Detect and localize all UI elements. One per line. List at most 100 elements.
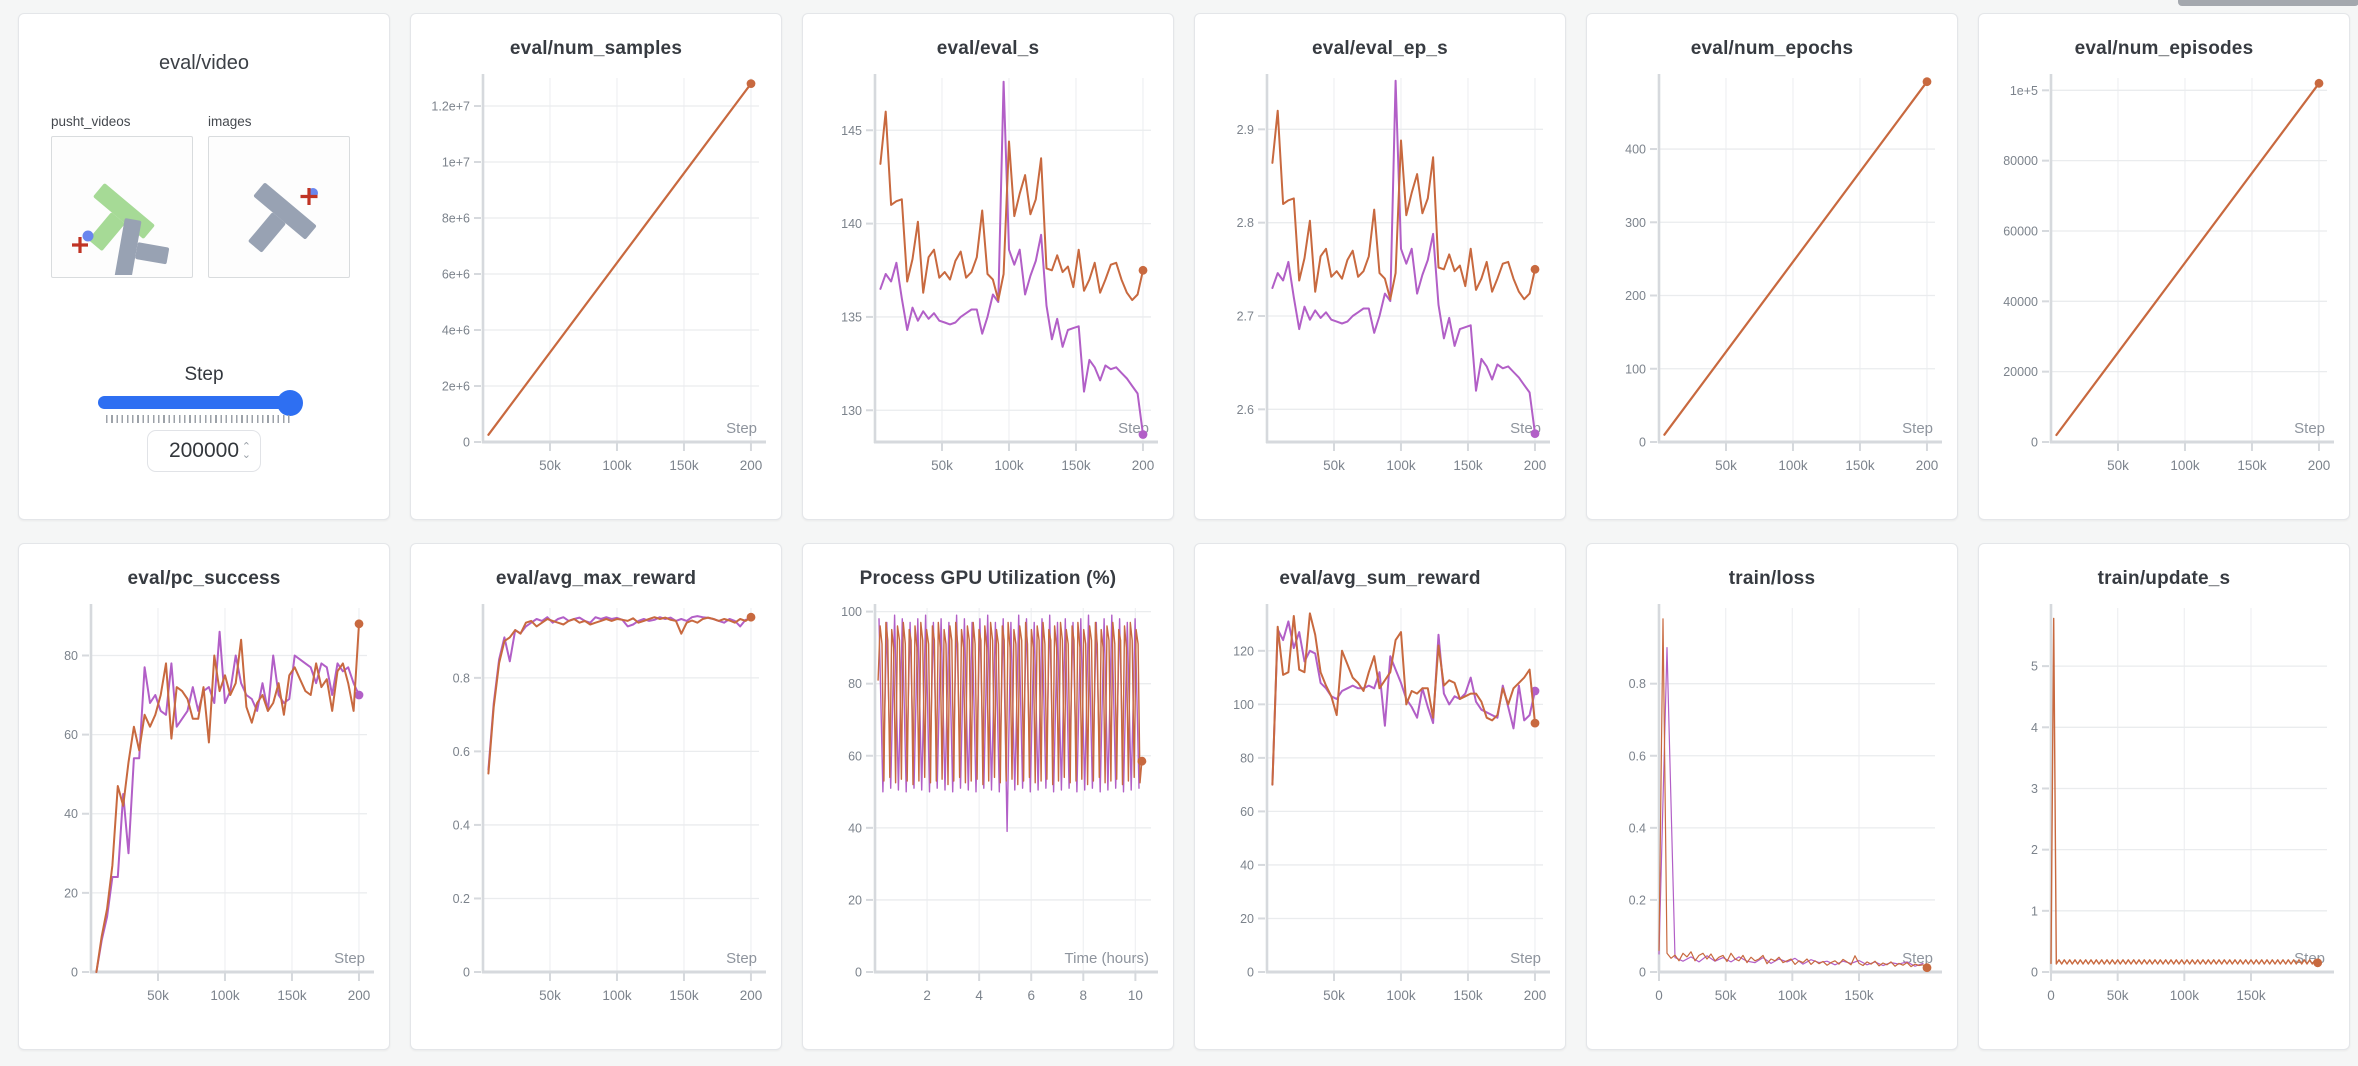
svg-text:Step: Step xyxy=(2294,420,2325,437)
gridlines xyxy=(1659,608,1935,972)
svg-text:4e+6: 4e+6 xyxy=(442,324,470,338)
end-point-dot xyxy=(1530,264,1540,274)
gridlines xyxy=(1659,78,1935,442)
svg-text:140: 140 xyxy=(841,217,862,231)
panel-eval-eval-s: eval/eval_s 50k 100k 150k 200 130 135 140 145 St… xyxy=(802,13,1174,520)
svg-text:150k: 150k xyxy=(1453,458,1483,473)
svg-text:0: 0 xyxy=(1639,966,1646,980)
panel-title: eval/eval_s xyxy=(936,38,1040,59)
svg-text:60: 60 xyxy=(1240,805,1254,819)
svg-text:0.2: 0.2 xyxy=(1629,893,1646,907)
gridlines xyxy=(483,608,759,972)
step-up-icon: ⌃ xyxy=(241,441,251,453)
pusht-video-thumbnail[interactable] xyxy=(51,136,193,280)
svg-text:50k: 50k xyxy=(2107,988,2129,1003)
stepper-arrows[interactable]: ⌃ ⌄ xyxy=(241,441,251,461)
step-slider-track[interactable] xyxy=(98,396,301,409)
svg-text:0: 0 xyxy=(463,966,470,980)
svg-text:150k: 150k xyxy=(1844,988,1874,1003)
chart-canvas[interactable]: 50k 100k 150k 200 0 0.2 0.4 0.6 0.8 Step xyxy=(423,598,769,1018)
svg-text:200: 200 xyxy=(1524,458,1547,473)
gridlines xyxy=(483,78,759,442)
line-chart[interactable]: 50k 100k 150k 200 0 0.2 0.4 0.6 0.8 Step xyxy=(423,598,769,1018)
end-point-dot xyxy=(1138,430,1148,439)
line-chart[interactable]: 50k 100k 150k 200 0 20000 40000 60000 80000 1e+5 S… xyxy=(1991,68,2337,488)
series-group xyxy=(1271,79,1540,438)
svg-text:2.8: 2.8 xyxy=(1237,216,1254,230)
panel-title: eval/num_samples xyxy=(509,38,683,59)
series-line-run-purple xyxy=(879,80,1144,436)
series-group xyxy=(1271,612,1540,786)
line-chart[interactable]: 2 4 6 8 10 0 20 40 60 80 100 Time (hours) xyxy=(815,598,1161,1018)
svg-text:0: 0 xyxy=(1247,966,1254,980)
panel-train-loss: train/loss 0 50k 100k 150k 0 0.2 0.4 0.6 0.8 Step xyxy=(1586,543,1958,1050)
svg-text:40: 40 xyxy=(1240,858,1254,872)
svg-text:40000: 40000 xyxy=(2003,295,2038,309)
chart-canvas[interactable]: 50k 100k 150k 200 0 2e+6 4e+6 6e+6 8e+6 1e+7 1.2e+… xyxy=(423,68,769,488)
svg-text:Step: Step xyxy=(1510,950,1541,967)
svg-text:100: 100 xyxy=(1233,698,1254,712)
svg-text:20: 20 xyxy=(848,893,862,907)
panel-title: eval/avg_sum_reward xyxy=(1279,568,1481,589)
svg-text:60000: 60000 xyxy=(2003,224,2038,238)
step-slider-thumb[interactable] xyxy=(277,390,303,416)
svg-text:80000: 80000 xyxy=(2003,154,2038,168)
chart-canvas[interactable]: 50k 100k 150k 200 0 20 40 60 80 100 120 Step xyxy=(1207,598,1553,1018)
axes: 50k 100k 150k 200 0 20000 40000 60000 80000 1e+5 S… xyxy=(2003,74,2334,473)
svg-text:1e+5: 1e+5 xyxy=(2010,84,2038,98)
line-chart[interactable]: 50k 100k 150k 200 130 135 140 145 Step xyxy=(815,68,1161,488)
line-chart[interactable]: 50k 100k 150k 200 0 100 200 300 400 Step xyxy=(1599,68,1945,488)
svg-text:50k: 50k xyxy=(1323,458,1345,473)
series-group xyxy=(877,614,1147,833)
series-line-run-orange xyxy=(879,110,1144,302)
line-chart[interactable]: 0 50k 100k 150k 0 1 2 3 4 5 Step xyxy=(1991,598,2337,1018)
svg-text:0: 0 xyxy=(2031,436,2038,450)
chart-canvas[interactable]: 50k 100k 150k 200 0 100 200 300 400 Step xyxy=(1599,68,1945,488)
images-thumbnail[interactable] xyxy=(208,136,350,278)
svg-text:0: 0 xyxy=(463,436,470,450)
svg-text:200: 200 xyxy=(348,988,371,1003)
svg-text:200: 200 xyxy=(1132,458,1155,473)
svg-text:0.8: 0.8 xyxy=(453,671,470,685)
top-scrollbar-thumb[interactable] xyxy=(2178,0,2358,6)
gridlines xyxy=(2051,78,2327,442)
step-number-input[interactable]: 200000 ⌃ ⌄ xyxy=(147,430,261,472)
svg-text:200: 200 xyxy=(740,458,763,473)
end-point-dot xyxy=(354,619,364,629)
line-chart[interactable]: 50k 100k 150k 200 0 2e+6 4e+6 6e+6 8e+6 1e+7 1.2e+… xyxy=(423,68,769,488)
series-group xyxy=(1658,618,1932,973)
panel-eval-avg-max-reward: eval/avg_max_reward 50k 100k 150k 200 0 0.2 0.… xyxy=(410,543,782,1050)
chart-canvas[interactable]: 50k 100k 150k 200 0 20000 40000 60000 80000 1e+5 S… xyxy=(1991,68,2337,488)
svg-text:50k: 50k xyxy=(931,458,953,473)
panel-title: eval/avg_max_reward xyxy=(495,568,697,589)
svg-text:Step: Step xyxy=(1902,420,1933,437)
chart-canvas[interactable]: 50k 100k 150k 200 0 20 40 60 80 Step xyxy=(31,598,377,1018)
series-group xyxy=(95,619,364,973)
panel-eval-num-episodes: eval/num_episodes 50k 100k 150k 200 0 20000 40… xyxy=(1978,13,2350,520)
svg-text:100k: 100k xyxy=(2170,988,2200,1003)
svg-text:2.9: 2.9 xyxy=(1237,123,1254,137)
chart-canvas[interactable]: 0 50k 100k 150k 0 0.2 0.4 0.6 0.8 Step xyxy=(1599,598,1945,1018)
svg-text:2.7: 2.7 xyxy=(1237,310,1254,324)
svg-text:100k: 100k xyxy=(602,458,632,473)
panel-title: eval/num_episodes xyxy=(2074,38,2254,59)
line-chart[interactable]: 50k 100k 150k 200 0 20 40 60 80 100 120 Step xyxy=(1207,598,1553,1018)
line-chart[interactable]: 50k 100k 150k 200 0 20 40 60 80 Step xyxy=(31,598,377,1018)
line-chart[interactable]: 0 50k 100k 150k 0 0.2 0.4 0.6 0.8 Step xyxy=(1599,598,1945,1018)
axes: 50k 100k 150k 200 0 20 40 60 80 100 120 Step xyxy=(1233,604,1550,1003)
svg-text:8: 8 xyxy=(1080,988,1088,1003)
svg-text:100k: 100k xyxy=(1386,988,1416,1003)
line-chart[interactable]: 50k 100k 150k 200 2.6 2.7 2.8 2.9 Step xyxy=(1207,68,1553,488)
svg-text:10: 10 xyxy=(1128,988,1143,1003)
svg-text:0.2: 0.2 xyxy=(453,892,470,906)
svg-text:20: 20 xyxy=(64,886,78,900)
svg-text:120: 120 xyxy=(1233,644,1254,658)
svg-text:0: 0 xyxy=(855,966,862,980)
video-key-label: pusht_videos xyxy=(51,114,131,129)
svg-text:Time (hours): Time (hours) xyxy=(1065,950,1149,967)
panel-grid: eval/video pusht_videos images xyxy=(18,13,2350,1050)
